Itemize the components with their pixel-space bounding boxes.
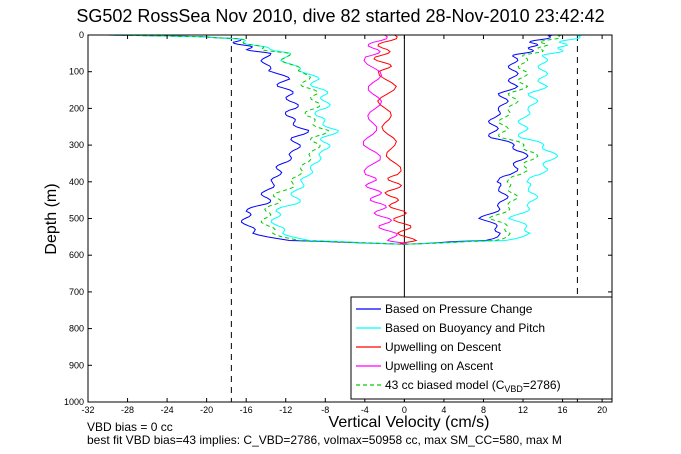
x-tick-label: -32 bbox=[81, 405, 94, 415]
x-axis-label: Vertical Velocity (cm/s) bbox=[328, 414, 490, 431]
series-upwelling-on-descent-line bbox=[373, 34, 418, 245]
y-tick-label: 400 bbox=[69, 177, 84, 187]
x-tick-label: -8 bbox=[321, 405, 329, 415]
series-group bbox=[107, 34, 583, 245]
y-tick-label: 200 bbox=[69, 103, 84, 113]
x-tick-label: 12 bbox=[518, 405, 528, 415]
y-tick-label: 500 bbox=[69, 214, 84, 224]
x-tick-label: -12 bbox=[279, 405, 292, 415]
x-tick-label: -16 bbox=[240, 405, 253, 415]
y-tick-label: 1000 bbox=[64, 397, 84, 407]
legend-label-1: Based on Buoyancy and Pitch bbox=[385, 321, 545, 335]
series-based-on-pressure-change-descent bbox=[107, 34, 405, 245]
y-tick-label: 900 bbox=[69, 360, 84, 370]
x-tick-label: 16 bbox=[558, 405, 568, 415]
axis-ticks: -32 -28 -24 -20 -16 -12 -8 -4 0 4 8 12 16 20010020030… bbox=[64, 30, 612, 415]
best-fit-note: best fit VBD bias=43 implies: C_VBD=2786… bbox=[87, 433, 562, 447]
series-based-on-buoyancy-and-pitch-descent bbox=[107, 34, 405, 245]
vbd-bias-note: VBD bias = 0 cc bbox=[87, 420, 173, 434]
y-tick-label: 600 bbox=[69, 250, 84, 260]
x-tick-label: -4 bbox=[361, 405, 369, 415]
series-43-cc-biased-model-c-vbd-2786--ascent bbox=[404, 34, 563, 245]
x-tick-label: 8 bbox=[481, 405, 486, 415]
y-tick-label: 700 bbox=[69, 287, 84, 297]
y-tick-label: 100 bbox=[69, 67, 84, 77]
x-tick-label: 0 bbox=[402, 405, 407, 415]
series-based-on-pressure-change-ascent bbox=[404, 34, 553, 245]
x-tick-label: 20 bbox=[597, 405, 607, 415]
legend-label-3: Upwelling on Ascent bbox=[385, 359, 494, 373]
x-tick-label: -28 bbox=[121, 405, 134, 415]
series-based-on-buoyancy-and-pitch-ascent bbox=[404, 34, 583, 245]
y-tick-label: 300 bbox=[69, 140, 84, 150]
x-tick-label: -24 bbox=[161, 405, 174, 415]
y-tick-label: 800 bbox=[69, 324, 84, 334]
x-tick-label: -20 bbox=[200, 405, 213, 415]
legend-label-4: 43 cc biased model (CVBD=2786) bbox=[385, 378, 561, 394]
legend-label-2: Upwelling on Descent bbox=[385, 340, 502, 354]
chart-title: SG502 RossSea Nov 2010, dive 82 started … bbox=[76, 6, 605, 26]
legend-box bbox=[350, 296, 613, 400]
x-tick-label: 4 bbox=[441, 405, 446, 415]
legend: Based on Pressure Change Based on Buoyanc… bbox=[350, 296, 613, 400]
series-upwelling-on-ascent-line bbox=[362, 34, 407, 245]
y-tick-label: 0 bbox=[79, 30, 84, 40]
legend-label-0: Based on Pressure Change bbox=[385, 302, 533, 316]
series-43-cc-biased-model-c-vbd-2786--descent bbox=[107, 34, 405, 245]
